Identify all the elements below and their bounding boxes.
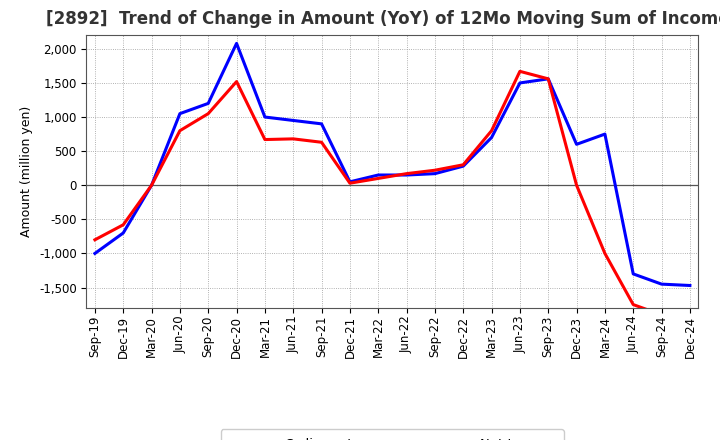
Ordinary Income xyxy=(261,114,269,120)
Net Income xyxy=(629,302,637,307)
Net Income xyxy=(431,168,439,173)
Legend: Ordinary Income, Net Income: Ordinary Income, Net Income xyxy=(221,429,564,440)
Net Income xyxy=(91,237,99,242)
Net Income xyxy=(516,69,524,74)
Ordinary Income xyxy=(148,183,156,188)
Net Income xyxy=(148,183,156,188)
Ordinary Income xyxy=(459,164,467,169)
Net Income xyxy=(374,176,382,181)
Ordinary Income xyxy=(91,251,99,256)
Net Income xyxy=(233,79,241,84)
Net Income xyxy=(261,137,269,142)
Ordinary Income xyxy=(544,76,552,81)
Ordinary Income xyxy=(204,101,212,106)
Ordinary Income xyxy=(629,271,637,276)
Ordinary Income xyxy=(233,41,241,46)
Ordinary Income xyxy=(374,172,382,178)
Ordinary Income xyxy=(487,135,496,140)
Ordinary Income xyxy=(176,111,184,116)
Net Income xyxy=(204,111,212,116)
Ordinary Income xyxy=(119,230,127,235)
Ordinary Income xyxy=(657,282,666,287)
Ordinary Income xyxy=(431,171,439,176)
Y-axis label: Amount (million yen): Amount (million yen) xyxy=(20,106,33,237)
Ordinary Income xyxy=(572,142,581,147)
Net Income xyxy=(600,251,609,256)
Ordinary Income xyxy=(346,179,354,184)
Ordinary Income xyxy=(516,80,524,85)
Net Income xyxy=(487,128,496,133)
Net Income xyxy=(402,171,411,176)
Ordinary Income xyxy=(289,118,297,123)
Ordinary Income xyxy=(402,172,411,178)
Title: [2892]  Trend of Change in Amount (YoY) of 12Mo Moving Sum of Incomes: [2892] Trend of Change in Amount (YoY) o… xyxy=(45,10,720,28)
Net Income xyxy=(459,162,467,167)
Ordinary Income xyxy=(685,283,694,288)
Net Income xyxy=(289,136,297,142)
Line: Ordinary Income: Ordinary Income xyxy=(95,44,690,286)
Net Income xyxy=(318,139,326,145)
Net Income xyxy=(346,180,354,186)
Net Income xyxy=(572,183,581,188)
Net Income xyxy=(176,128,184,133)
Line: Net Income: Net Income xyxy=(95,71,690,318)
Net Income xyxy=(544,76,552,81)
Ordinary Income xyxy=(318,121,326,126)
Net Income xyxy=(119,222,127,227)
Net Income xyxy=(685,315,694,321)
Ordinary Income xyxy=(600,132,609,137)
Net Income xyxy=(657,312,666,318)
